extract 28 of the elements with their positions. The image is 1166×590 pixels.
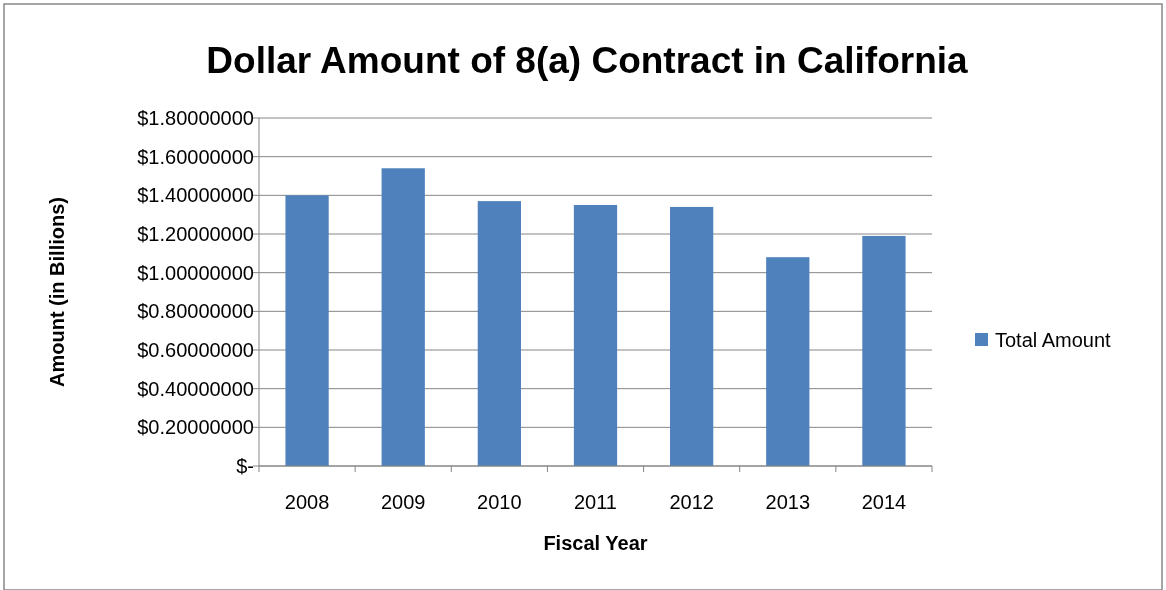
y-tick-label: $1.60000000 — [137, 145, 254, 168]
y-tick-label: $- — [236, 455, 254, 477]
bar — [285, 195, 329, 466]
x-tick-label: 2014 — [861, 491, 907, 513]
y-tick-label: $0.20000000 — [137, 416, 254, 439]
y-tick-label: $1.80000000 — [137, 107, 254, 129]
bar — [573, 205, 618, 466]
chart-title: Dollar Amount of 8(a) Contract in California — [206, 40, 969, 81]
y-tick-label: $0.60000000 — [137, 339, 254, 361]
bar — [862, 235, 906, 466]
x-tick-label: 2011 — [573, 491, 618, 513]
x-tick-label: 2010 — [477, 491, 522, 513]
bar — [766, 257, 810, 466]
bar — [381, 168, 425, 466]
y-tick-label: $0.40000000 — [137, 377, 254, 400]
x-tick-label: 2008 — [284, 491, 330, 513]
x-axis-title: Fiscal Year — [543, 532, 648, 554]
y-tick-label: $0.80000000 — [137, 300, 254, 323]
x-tick-label: 2009 — [380, 491, 426, 513]
x-tick-label: 2013 — [765, 491, 811, 513]
bar — [670, 206, 714, 466]
y-tick-label: $1.00000000 — [137, 261, 254, 284]
x-tick-label: 2012 — [669, 491, 714, 513]
y-axis-title: Amount (in Billions) — [46, 197, 68, 387]
legend-label: Total Amount — [995, 329, 1112, 351]
y-tick-label: $1.20000000 — [137, 223, 254, 245]
y-tick-label: $1.40000000 — [137, 184, 254, 207]
bar — [477, 201, 521, 466]
